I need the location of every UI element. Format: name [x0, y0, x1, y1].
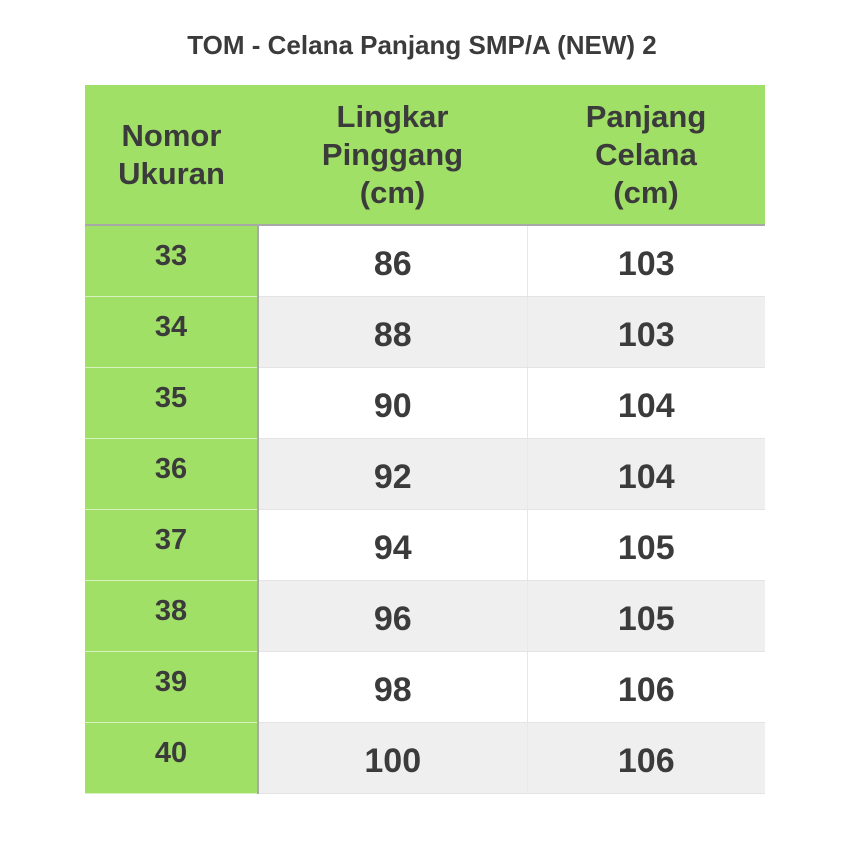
cell-waist: 98: [258, 651, 528, 723]
header-size: Nomor Ukuran: [85, 85, 258, 226]
header-waist: Lingkar Pinggang (cm): [258, 85, 527, 226]
cell-size: 36: [85, 438, 259, 510]
cell-length: 106: [527, 722, 765, 794]
cell-waist: 90: [258, 367, 528, 439]
chart-title: TOM - Celana Panjang SMP/A (NEW) 2: [187, 30, 657, 60]
cell-length: 106: [527, 651, 765, 723]
cell-waist: 100: [258, 722, 528, 794]
cell-waist: 88: [258, 296, 528, 368]
cell-size: 40: [85, 722, 259, 794]
cell-length: 105: [527, 509, 765, 581]
cell-waist: 94: [258, 509, 528, 581]
cell-size: 33: [85, 225, 259, 297]
header-length: Panjang Celana (cm): [527, 85, 765, 226]
table-row: 40 100 106: [85, 722, 765, 794]
cell-size: 39: [85, 651, 259, 723]
table-row: 34 88 103: [85, 296, 765, 368]
cell-length: 103: [527, 225, 765, 297]
cell-length: 104: [527, 438, 765, 510]
cell-waist: 86: [258, 225, 528, 297]
table-row: 35 90 104: [85, 367, 765, 439]
table-row: 39 98 106: [85, 651, 765, 723]
cell-length: 104: [527, 367, 765, 439]
cell-waist: 92: [258, 438, 528, 510]
cell-size: 37: [85, 509, 259, 581]
table-row: 33 86 103: [85, 225, 765, 297]
cell-length: 103: [527, 296, 765, 368]
cell-length: 105: [527, 580, 765, 652]
cell-size: 34: [85, 296, 259, 368]
table-row: 38 96 105: [85, 580, 765, 652]
table-row: 37 94 105: [85, 509, 765, 581]
cell-waist: 96: [258, 580, 528, 652]
cell-size: 35: [85, 367, 259, 439]
header-row: Nomor Ukuran Lingkar Pinggang (cm) Panja…: [85, 85, 765, 226]
size-table: Nomor Ukuran Lingkar Pinggang (cm) Panja…: [85, 85, 765, 794]
cell-size: 38: [85, 580, 259, 652]
table-row: 36 92 104: [85, 438, 765, 510]
